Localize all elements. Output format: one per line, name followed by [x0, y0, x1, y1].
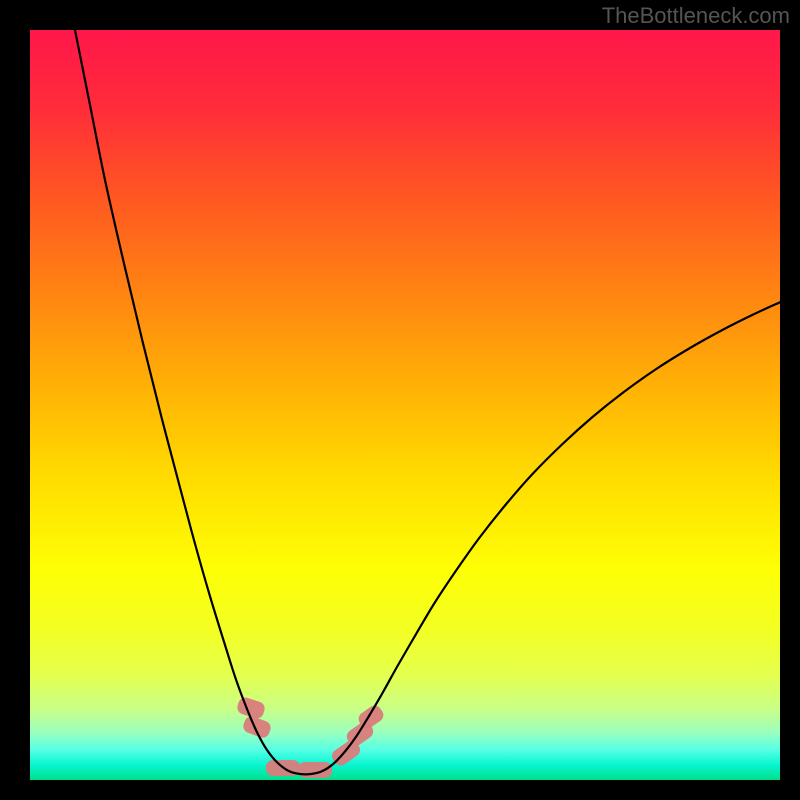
chart-container: TheBottleneck.com — [0, 0, 800, 800]
watermark-text: TheBottleneck.com — [602, 3, 790, 29]
gradient-background — [30, 30, 780, 780]
curve-marker — [298, 762, 332, 778]
bottleneck-chart — [30, 30, 780, 780]
